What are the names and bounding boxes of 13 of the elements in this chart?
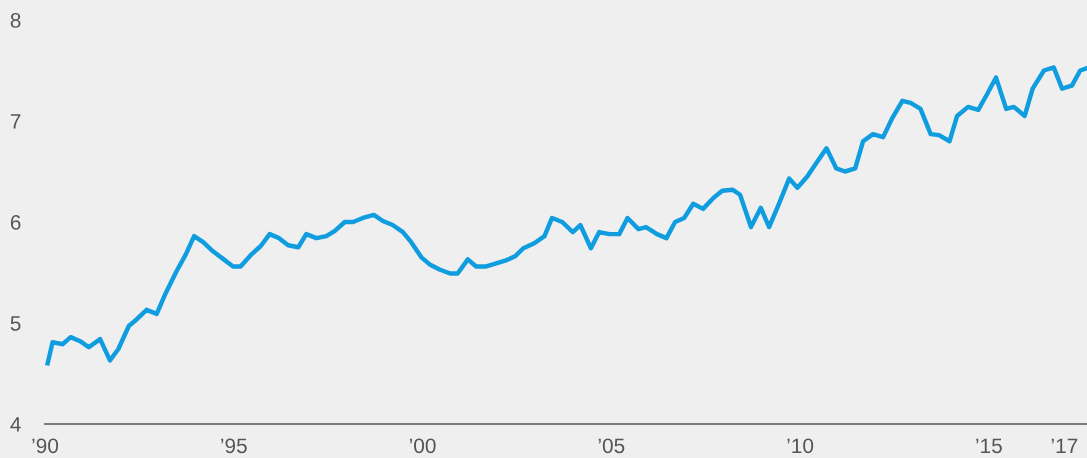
- y-tick-label: 4: [10, 417, 21, 432]
- x-tick-label: ’90: [32, 438, 59, 454]
- x-tick-label: ’95: [221, 438, 247, 454]
- y-tick-label: 8: [10, 13, 21, 28]
- x-tick-label: ’05: [598, 438, 625, 454]
- y-tick-label: 7: [10, 114, 21, 129]
- x-tick-label: ’17: [1051, 438, 1078, 453]
- x-tick-label: ’00: [409, 438, 436, 454]
- x-tick-label: ’15: [976, 438, 1002, 454]
- line-series: [45, 65, 1087, 366]
- y-tick-label: 6: [10, 215, 21, 230]
- x-tick-label: ’10: [787, 438, 814, 454]
- y-tick-label: 5: [10, 316, 21, 331]
